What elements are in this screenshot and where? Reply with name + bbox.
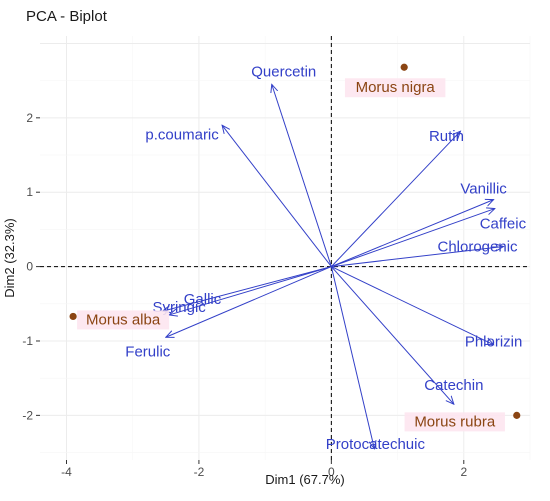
arrow-label-caffeic: Caffeic (480, 216, 527, 233)
arrow-label-gallic: Gallic (184, 291, 222, 308)
arrow-catechin (330, 266, 454, 405)
variable-arrows: Quercetin p.coumaric Rutin Vanillic Caffeic C… (125, 63, 526, 452)
individual-points: Morus nigra Morus alba Morus rubra (69, 63, 521, 432)
y-tick-label: 1 (26, 185, 33, 199)
y-axis-title: Dim2 (32.3%) (2, 218, 17, 297)
y-tick-label: 2 (26, 111, 33, 125)
arrow-chlorogenic (331, 247, 503, 268)
reference-lines (40, 36, 530, 460)
arrow-vanillic (331, 200, 493, 268)
arrow-label-p-coumaric: p.coumaric (145, 126, 219, 143)
point-label-highlight-morus-alba (77, 310, 170, 330)
arrow-gallic (163, 266, 332, 312)
arrow-syringic (169, 266, 332, 315)
chart-title: PCA - Biplot (26, 8, 108, 25)
arrow-label-rutin: Rutin (429, 128, 464, 145)
point-label-highlight-morus-rubra (404, 412, 505, 432)
point-label-highlight-morus-nigra (344, 78, 446, 98)
x-tick-label: 0 (328, 465, 335, 479)
arrow-rutin (330, 131, 460, 267)
point-morus-rubra (513, 411, 521, 419)
y-tick-label: -2 (22, 408, 33, 422)
arrow-caffeic (331, 209, 495, 268)
arrow-label-ferulic: Ferulic (125, 343, 171, 360)
point-morus-alba (69, 312, 77, 321)
arrow-label-quercetin: Quercetin (251, 63, 316, 80)
x-tick-label: -2 (194, 465, 205, 479)
y-tick-label: 0 (26, 260, 33, 274)
arrow-label-phlorizin: Phlorizin (465, 334, 523, 351)
y-tick-label: -1 (22, 334, 33, 348)
arrow-label-chlorogenic: Chlorogenic (437, 239, 518, 256)
x-tick-label: -4 (61, 465, 72, 479)
arrow-p-coumaric (222, 125, 332, 267)
arrow-quercetin (272, 84, 332, 267)
arrow-label-protocatechuic: Protocatechuic (326, 436, 426, 453)
arrow-phlorizin (331, 266, 493, 345)
x-axis-title: Dim1 (67.7%) (265, 472, 344, 487)
point-morus-nigra (400, 63, 408, 71)
arrow-ferulic (166, 266, 332, 338)
point-label-morus-nigra: Morus nigra (356, 79, 436, 96)
x-tick-label: 2 (460, 465, 467, 479)
tick-labels: -4 -2 0 2 -2 -1 0 1 2 (22, 111, 467, 479)
arrow-protocatechuic (330, 266, 374, 449)
arrow-label-catechin: Catechin (424, 377, 483, 394)
point-label-morus-rubra: Morus rubra (414, 413, 496, 430)
arrow-label-vanillic: Vanillic (460, 181, 507, 198)
point-label-morus-alba: Morus alba (86, 311, 161, 328)
